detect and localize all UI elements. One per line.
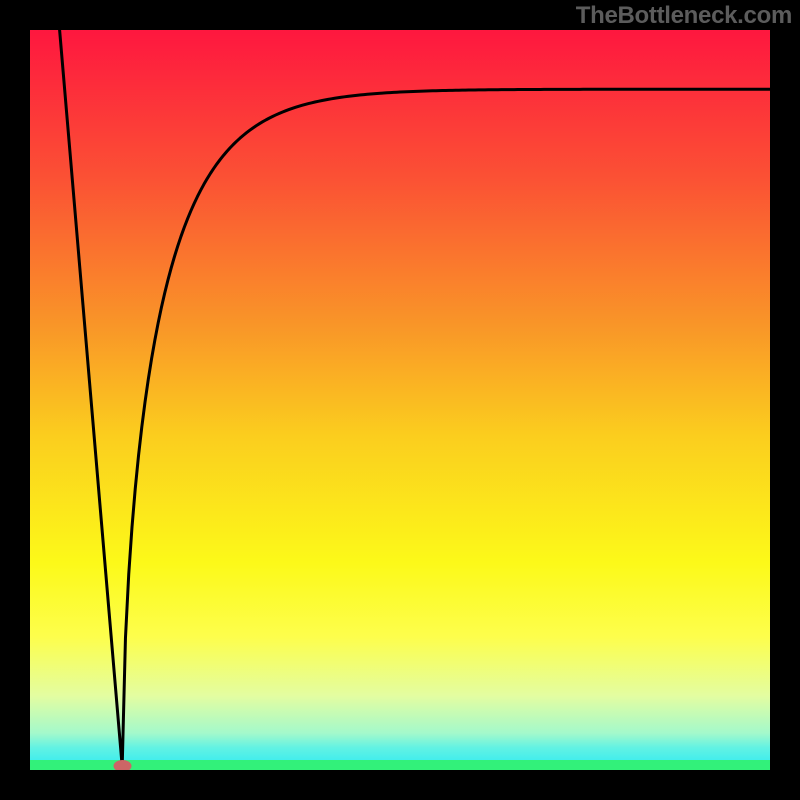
optimal-zone-strip xyxy=(30,760,770,770)
chart-wrapper: TheBottleneck.com xyxy=(0,0,800,800)
bottleneck-chart xyxy=(0,0,800,800)
watermark-text: TheBottleneck.com xyxy=(576,2,792,30)
plot-background-gradient xyxy=(30,30,770,770)
